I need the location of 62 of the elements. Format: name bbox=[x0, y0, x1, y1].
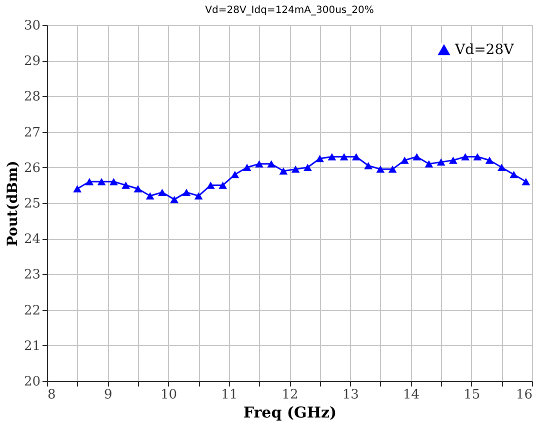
legend-label: Vd=28V bbox=[454, 42, 515, 58]
point bbox=[255, 160, 264, 168]
y-tick-label: 21 bbox=[24, 338, 40, 354]
point bbox=[182, 188, 191, 196]
point bbox=[304, 164, 312, 172]
point bbox=[461, 153, 470, 160]
chart-title: Vd=28V_Idq=124mA_300us_20% bbox=[205, 5, 374, 16]
point bbox=[400, 156, 409, 164]
point bbox=[352, 153, 360, 160]
x-tick-label: 11 bbox=[221, 388, 238, 402]
y-tick-label: 23 bbox=[24, 268, 40, 283]
x-tick-label: 10 bbox=[160, 388, 178, 402]
y-tick-label: 29 bbox=[24, 54, 40, 70]
point bbox=[97, 178, 106, 186]
x-tick-label: 9 bbox=[104, 388, 112, 402]
point bbox=[158, 188, 166, 196]
point bbox=[170, 196, 178, 204]
point bbox=[267, 160, 276, 168]
y-tick-label: 22 bbox=[24, 303, 40, 318]
x-tick-label: 16 bbox=[516, 388, 532, 402]
point bbox=[364, 162, 372, 170]
point bbox=[485, 156, 494, 164]
point bbox=[122, 182, 130, 189]
point bbox=[73, 185, 82, 192]
point bbox=[412, 153, 421, 160]
point bbox=[230, 170, 240, 178]
point bbox=[206, 182, 215, 189]
point bbox=[85, 178, 94, 186]
point bbox=[424, 160, 434, 168]
point bbox=[340, 153, 348, 160]
point bbox=[146, 192, 154, 200]
y-tick-label: 20 bbox=[24, 374, 40, 390]
point bbox=[110, 178, 118, 186]
point bbox=[328, 153, 336, 160]
point bbox=[291, 166, 300, 173]
point bbox=[376, 166, 385, 173]
y-tick-label: 25 bbox=[24, 196, 40, 212]
point bbox=[316, 154, 324, 162]
y-tick-label: 26 bbox=[24, 160, 40, 176]
point bbox=[473, 153, 482, 160]
point bbox=[388, 166, 397, 173]
y-tick-label: 24 bbox=[24, 232, 40, 248]
y-tick-label: 28 bbox=[24, 90, 40, 105]
x-tick-label: 13 bbox=[342, 388, 359, 402]
x-tick-label: 14 bbox=[402, 388, 420, 402]
point bbox=[242, 164, 252, 172]
y-tick-label: 27 bbox=[24, 125, 40, 140]
point bbox=[279, 167, 288, 175]
point bbox=[194, 192, 203, 200]
y-tick-label: 30 bbox=[24, 18, 40, 34]
x-tick-label: 12 bbox=[282, 388, 298, 402]
y-axis-title: Pout(dBm) bbox=[4, 160, 21, 246]
point bbox=[134, 185, 142, 192]
point bbox=[218, 182, 227, 189]
point bbox=[436, 158, 446, 166]
x-tick-label: 8 bbox=[48, 388, 56, 402]
x-axis-title: Freq (GHz) bbox=[243, 404, 337, 422]
point bbox=[449, 156, 458, 164]
x-tick-label: 15 bbox=[464, 388, 480, 402]
point bbox=[522, 178, 530, 186]
point bbox=[510, 170, 518, 178]
point bbox=[498, 164, 506, 172]
